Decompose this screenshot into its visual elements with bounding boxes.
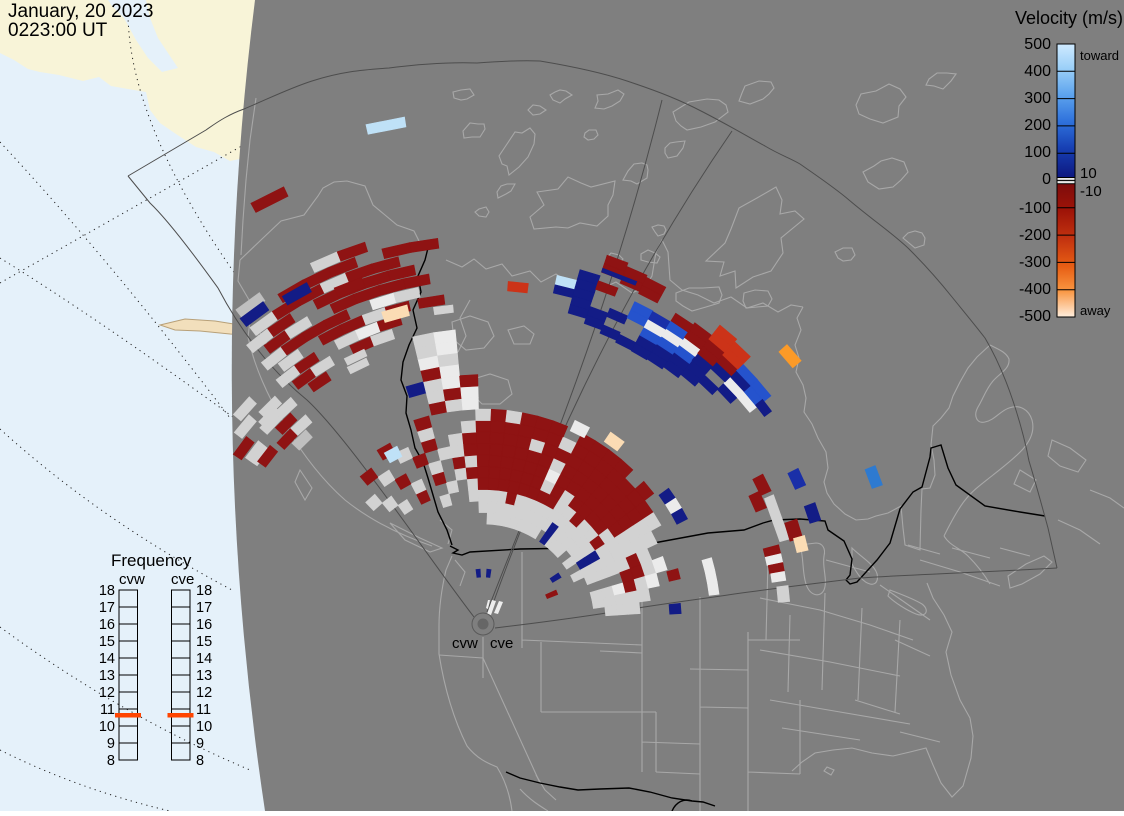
svg-text:toward: toward — [1080, 48, 1119, 63]
svg-text:18: 18 — [196, 583, 212, 599]
svg-text:-500: -500 — [1019, 308, 1051, 325]
svg-text:17: 17 — [99, 600, 115, 616]
svg-text:-400: -400 — [1019, 281, 1051, 298]
svg-text:8: 8 — [196, 753, 204, 769]
svg-text:January, 20 2023: January, 20 2023 — [8, 1, 153, 22]
svg-text:away: away — [1080, 303, 1111, 318]
svg-text:-300: -300 — [1019, 254, 1051, 271]
svg-text:17: 17 — [196, 600, 212, 616]
svg-text:14: 14 — [196, 651, 212, 667]
svg-text:cvw: cvw — [119, 571, 145, 588]
svg-text:-10: -10 — [1080, 183, 1102, 200]
svg-text:9: 9 — [107, 736, 115, 752]
svg-text:16: 16 — [196, 617, 212, 633]
svg-text:13: 13 — [99, 668, 115, 684]
svg-text:500: 500 — [1024, 36, 1051, 53]
svg-text:18: 18 — [99, 583, 115, 599]
svg-text:100: 100 — [1024, 144, 1051, 161]
svg-text:300: 300 — [1024, 90, 1051, 107]
svg-text:10: 10 — [1080, 165, 1097, 182]
svg-text:10: 10 — [196, 719, 212, 735]
svg-text:11: 11 — [196, 702, 211, 718]
svg-text:16: 16 — [99, 617, 115, 633]
svg-text:-100: -100 — [1019, 200, 1051, 217]
svg-text:200: 200 — [1024, 117, 1051, 134]
svg-text:Frequency: Frequency — [111, 551, 192, 570]
svg-text:0: 0 — [1042, 171, 1051, 188]
svg-text:8: 8 — [107, 753, 115, 769]
svg-text:cve: cve — [171, 571, 194, 588]
svg-text:10: 10 — [99, 719, 115, 735]
svg-text:400: 400 — [1024, 63, 1051, 80]
svg-text:0223:00 UT: 0223:00 UT — [8, 20, 108, 41]
svg-text:cve: cve — [490, 635, 513, 652]
svg-text:12: 12 — [99, 685, 115, 701]
svg-text:15: 15 — [99, 634, 115, 650]
svg-text:15: 15 — [196, 634, 212, 650]
svg-text:11: 11 — [100, 702, 115, 718]
svg-text:-200: -200 — [1019, 227, 1051, 244]
svg-text:12: 12 — [196, 685, 212, 701]
svg-text:13: 13 — [196, 668, 212, 684]
svg-text:14: 14 — [99, 651, 115, 667]
svg-text:Velocity (m/s): Velocity (m/s) — [1015, 8, 1123, 28]
svg-text:9: 9 — [196, 736, 204, 752]
svg-text:cvw: cvw — [452, 635, 478, 652]
